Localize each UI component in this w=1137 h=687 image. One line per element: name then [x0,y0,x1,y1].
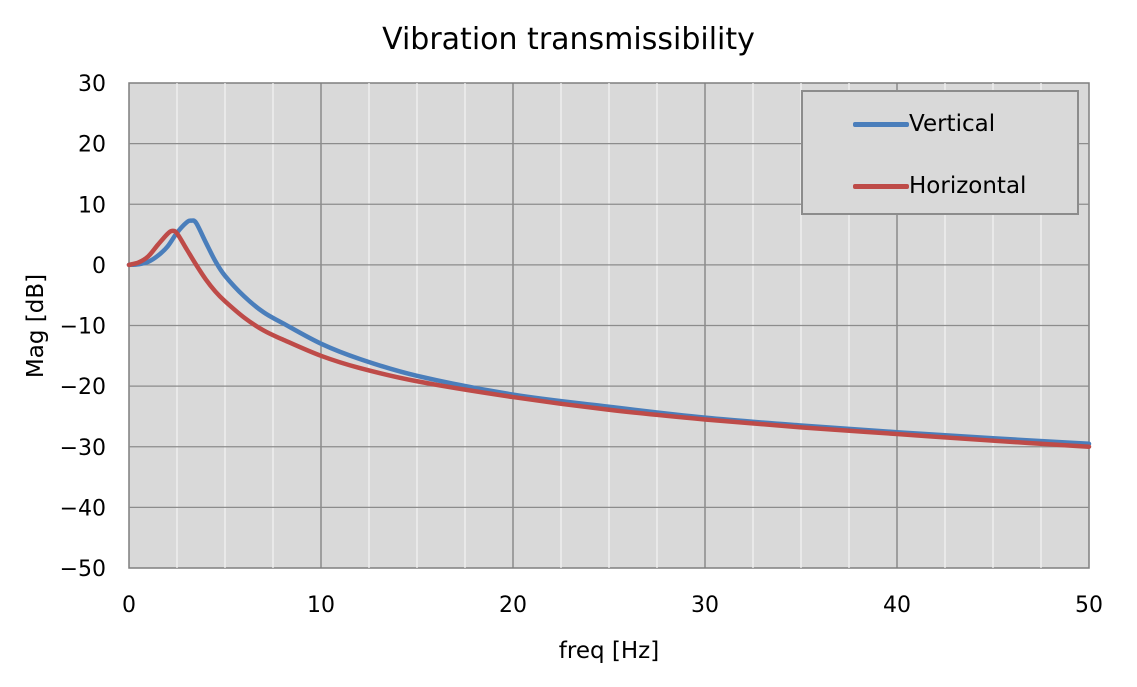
x-tick-label: 30 [691,593,719,618]
y-tick-label: −50 [60,557,106,582]
y-tick-label: 0 [92,254,106,279]
y-tick-label: −30 [60,436,106,461]
legend-swatch-vertical [853,122,909,127]
legend-label-horizontal: Horizontal [909,173,1027,199]
x-tick-label: 40 [883,593,911,618]
y-tick-label: −10 [60,315,106,340]
legend-item-horizontal: Horizontal [803,171,1081,201]
legend-swatch-horizontal [853,184,909,189]
y-tick-label: 20 [78,133,106,158]
series-line-horizontal [126,228,1092,449]
legend-item-vertical: Vertical [803,109,1081,139]
y-tick-label: 30 [78,72,106,97]
x-tick-label: 20 [499,593,527,618]
legend-label-vertical: Vertical [909,111,996,137]
y-tick-label: 10 [78,193,106,218]
x-axis-label: freq [Hz] [558,638,660,664]
x-tick-label: 50 [1075,593,1103,618]
y-tick-label: −20 [60,375,106,400]
y-axis-label: Mag [dB] [23,273,49,379]
x-tick-label: 10 [307,593,335,618]
y-tick-label: −40 [60,496,106,521]
chart-title: Vibration transmissibility [382,22,755,57]
x-tick-label: 0 [122,593,136,618]
legend: Vertical Horizontal [801,90,1079,215]
